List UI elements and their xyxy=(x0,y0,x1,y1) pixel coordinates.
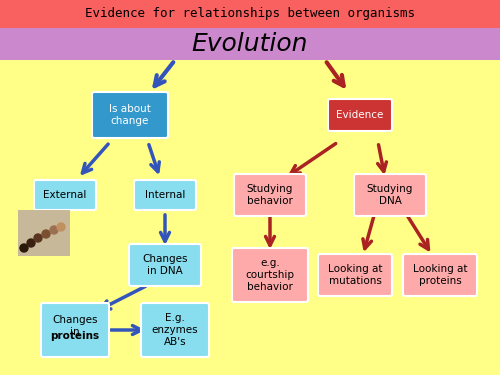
FancyBboxPatch shape xyxy=(318,254,392,296)
Text: Looking at
proteins: Looking at proteins xyxy=(413,264,467,286)
Circle shape xyxy=(42,230,50,238)
Circle shape xyxy=(57,223,65,231)
Text: Internal: Internal xyxy=(145,190,185,200)
FancyBboxPatch shape xyxy=(92,92,168,138)
Text: Studying
behavior: Studying behavior xyxy=(247,184,293,206)
FancyBboxPatch shape xyxy=(41,303,109,357)
Text: Studying
DNA: Studying DNA xyxy=(367,184,413,206)
FancyBboxPatch shape xyxy=(0,28,500,60)
Circle shape xyxy=(27,239,35,247)
Text: e.g.
courtship
behavior: e.g. courtship behavior xyxy=(246,258,294,292)
FancyBboxPatch shape xyxy=(134,180,196,210)
Circle shape xyxy=(34,234,42,242)
Text: proteins: proteins xyxy=(50,331,100,341)
FancyBboxPatch shape xyxy=(0,0,500,28)
Text: External: External xyxy=(44,190,86,200)
Text: Changes
in DNA: Changes in DNA xyxy=(142,254,188,276)
Text: E.g.
enzymes
AB's: E.g. enzymes AB's xyxy=(152,314,198,346)
FancyBboxPatch shape xyxy=(18,210,70,256)
Text: Looking at
mutations: Looking at mutations xyxy=(328,264,382,286)
Text: Evolution: Evolution xyxy=(192,32,308,56)
FancyBboxPatch shape xyxy=(129,244,201,286)
FancyBboxPatch shape xyxy=(354,174,426,216)
FancyBboxPatch shape xyxy=(34,180,96,210)
FancyBboxPatch shape xyxy=(328,99,392,131)
FancyBboxPatch shape xyxy=(141,303,209,357)
Text: Is about
change: Is about change xyxy=(109,104,151,126)
Text: Evidence: Evidence xyxy=(336,110,384,120)
FancyBboxPatch shape xyxy=(403,254,477,296)
FancyBboxPatch shape xyxy=(232,248,308,302)
FancyBboxPatch shape xyxy=(234,174,306,216)
Text: Evidence for relationships between organisms: Evidence for relationships between organ… xyxy=(85,8,415,21)
Circle shape xyxy=(50,226,58,234)
Circle shape xyxy=(20,244,28,252)
Text: Changes
in: Changes in xyxy=(52,315,98,337)
